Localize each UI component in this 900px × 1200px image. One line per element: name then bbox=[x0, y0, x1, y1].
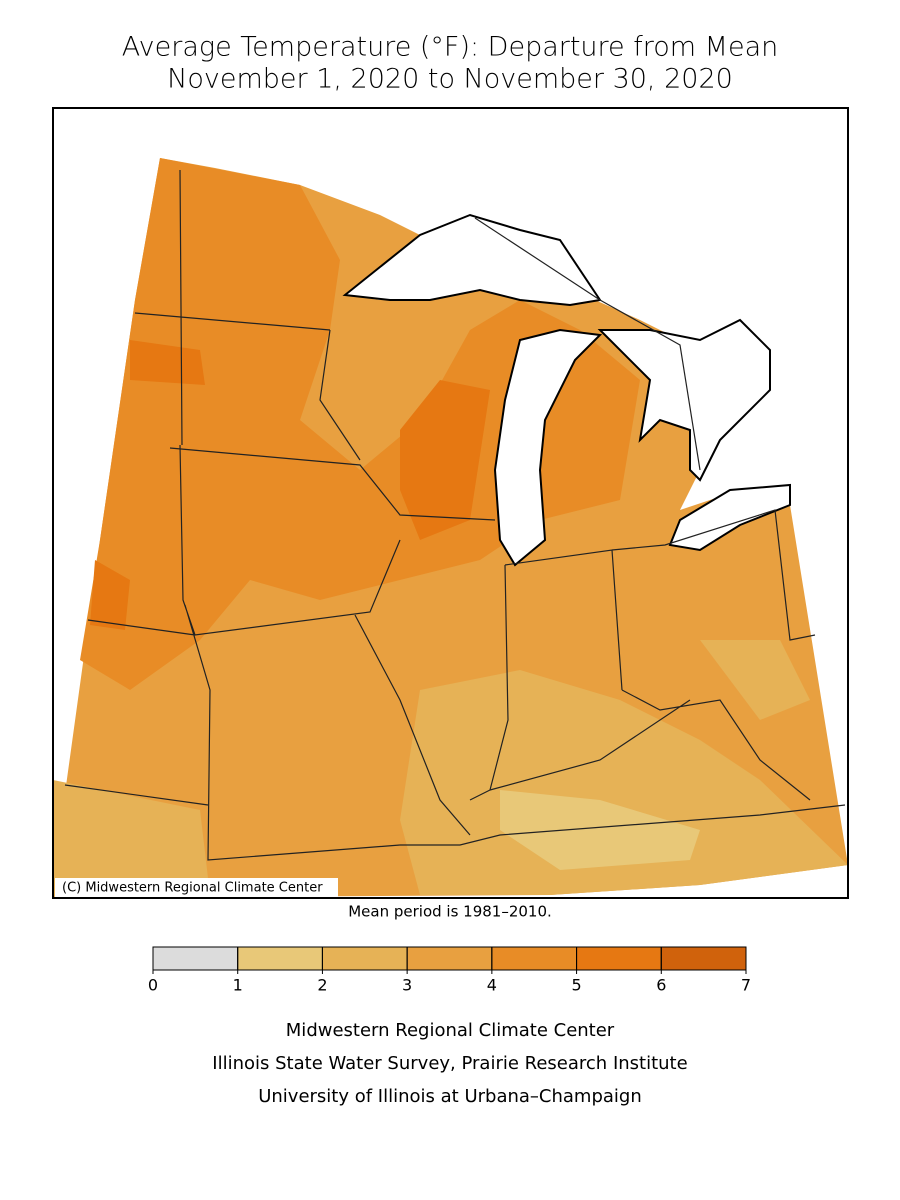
legend-tick-label: 7 bbox=[741, 976, 751, 995]
lake-superior bbox=[342, 213, 602, 307]
lake-michigan bbox=[493, 328, 603, 567]
warmer-area bbox=[90, 340, 490, 630]
credit-line: Illinois State Water Survey, Prairie Res… bbox=[212, 1053, 687, 1074]
map-frame bbox=[52, 107, 849, 899]
title-line: Average Temperature (°F): Departure from… bbox=[122, 32, 778, 63]
legend-bin bbox=[406, 946, 493, 971]
title-line: November 1, 2020 to November 30, 2020 bbox=[167, 64, 733, 95]
legend-bin bbox=[237, 946, 323, 971]
legend-tick-label: 3 bbox=[402, 976, 412, 995]
legend-tick-label: 2 bbox=[317, 976, 327, 995]
mean-period-note: Mean period is 1981–2010. bbox=[348, 903, 552, 921]
legend-bin bbox=[152, 946, 239, 971]
legend-tick-label: 1 bbox=[233, 976, 243, 995]
credit-line: University of Illinois at Urbana–Champai… bbox=[258, 1086, 642, 1107]
legend-bin bbox=[491, 946, 578, 971]
warm-area bbox=[80, 158, 640, 690]
coolest-area bbox=[500, 790, 700, 870]
map: (C) Midwestern Regional Climate Center bbox=[52, 107, 849, 899]
legend-tick-label: 4 bbox=[487, 976, 497, 995]
legend-tick-label: 6 bbox=[656, 976, 666, 995]
copyright-box bbox=[55, 878, 338, 897]
legend-tick-label: 5 bbox=[571, 976, 581, 995]
state-boundary bbox=[64, 169, 846, 861]
legend: 0 1 2 3 4 5 6 7 bbox=[148, 946, 751, 995]
legend-tick-label: 0 bbox=[148, 976, 158, 995]
legend-bin bbox=[576, 946, 662, 971]
copyright: (C) Midwestern Regional Climate Center bbox=[62, 881, 323, 896]
legend-bin bbox=[321, 946, 408, 971]
legend-bin bbox=[660, 946, 747, 971]
credit-line: Midwestern Regional Climate Center bbox=[286, 1020, 615, 1041]
lake-huron bbox=[597, 318, 771, 482]
